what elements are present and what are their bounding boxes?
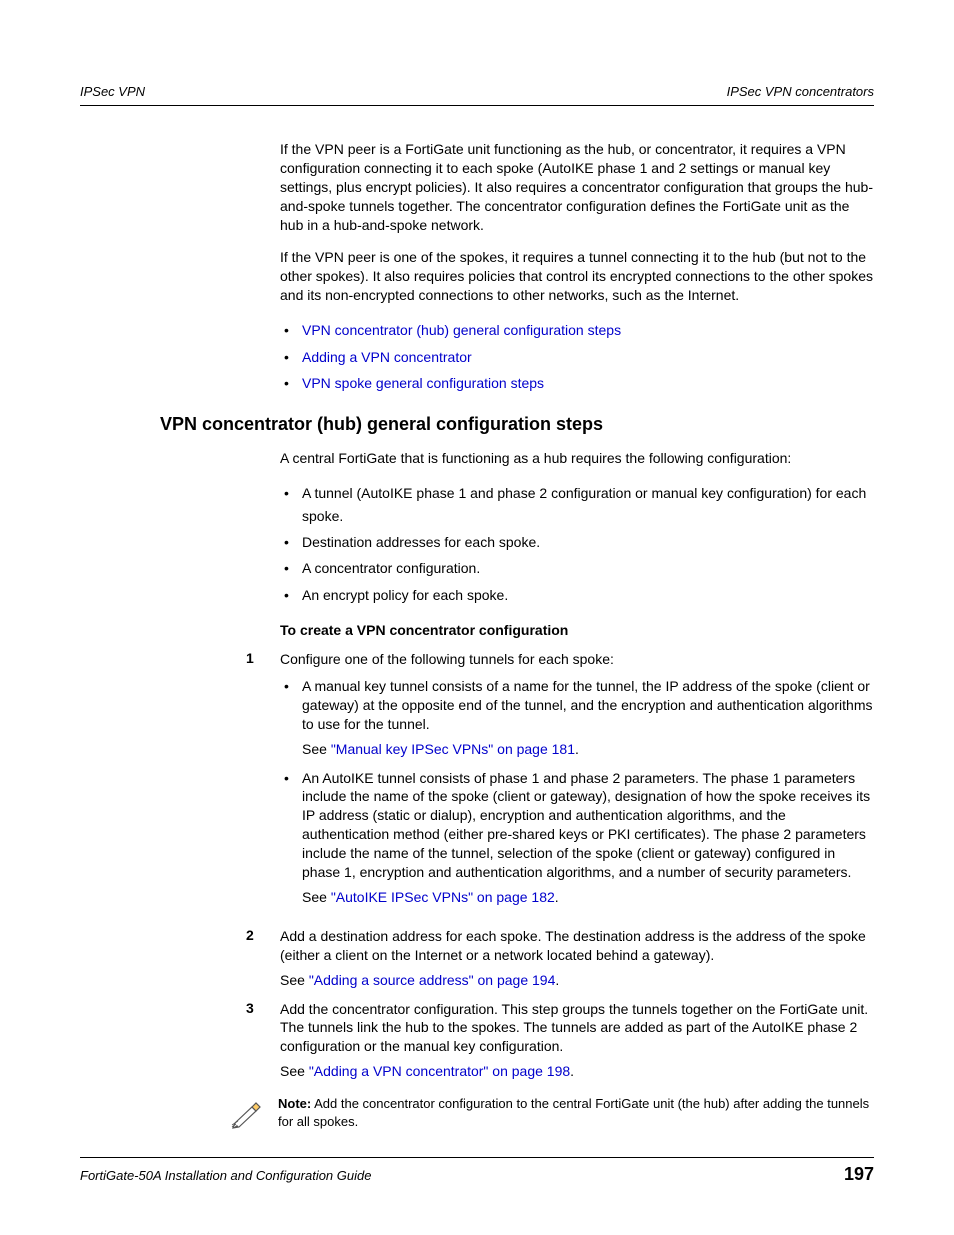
step-number: 3	[246, 1000, 280, 1082]
note-block: Note: Add the concentrator configuration…	[280, 1095, 874, 1130]
step-1-sub-2: An AutoIKE tunnel consists of phase 1 an…	[280, 769, 874, 907]
intro-para-2: If the VPN peer is one of the spokes, it…	[280, 248, 874, 305]
see-prefix: See	[302, 889, 331, 905]
procedure-list: 1 Configure one of the following tunnels…	[280, 650, 874, 1081]
link-hub-config[interactable]: VPN concentrator (hub) general configura…	[302, 322, 621, 338]
req-item: A tunnel (AutoIKE phase 1 and phase 2 co…	[280, 482, 874, 527]
see-prefix: See	[280, 1063, 309, 1079]
link-spoke-config[interactable]: VPN spoke general configuration steps	[302, 375, 544, 391]
section-lead: A central FortiGate that is functioning …	[280, 449, 874, 468]
see-prefix: See	[280, 972, 309, 988]
link-add-concentrator[interactable]: Adding a VPN concentrator	[302, 349, 472, 365]
intro-link-list: VPN concentrator (hub) general configura…	[280, 319, 874, 394]
note-label: Note:	[278, 1096, 311, 1111]
req-item: Destination addresses for each spoke.	[280, 531, 874, 553]
section-heading: VPN concentrator (hub) general configura…	[160, 414, 874, 435]
page-footer: FortiGate-50A Installation and Configura…	[80, 1157, 874, 1185]
link-manual-key[interactable]: "Manual key IPSec VPNs" on page 181	[331, 741, 575, 757]
step-3: 3 Add the concentrator configuration. Th…	[280, 1000, 874, 1082]
link-autoike[interactable]: "AutoIKE IPSec VPNs" on page 182	[331, 889, 555, 905]
req-item: A concentrator configuration.	[280, 557, 874, 579]
note-icon	[230, 1095, 264, 1129]
step-1: 1 Configure one of the following tunnels…	[280, 650, 874, 917]
page-number: 197	[844, 1164, 874, 1185]
page-header: IPSec VPN IPSec VPN concentrators	[80, 84, 874, 106]
requirements-list: A tunnel (AutoIKE phase 1 and phase 2 co…	[280, 482, 874, 606]
see-prefix: See	[302, 741, 331, 757]
step-number: 1	[246, 650, 280, 917]
header-right: IPSec VPN concentrators	[727, 84, 874, 99]
link-add-vpn-concentrator[interactable]: "Adding a VPN concentrator" on page 198	[309, 1063, 570, 1079]
step-1-text: Configure one of the following tunnels f…	[280, 651, 614, 667]
step-3-text: Add the concentrator configuration. This…	[280, 1001, 868, 1055]
req-item: An encrypt policy for each spoke.	[280, 584, 874, 606]
note-text: Add the concentrator configuration to th…	[278, 1096, 869, 1129]
step-2: 2 Add a destination address for each spo…	[280, 927, 874, 990]
header-left: IPSec VPN	[80, 84, 145, 99]
footer-title: FortiGate-50A Installation and Configura…	[80, 1168, 371, 1183]
step-number: 2	[246, 927, 280, 990]
link-source-address[interactable]: "Adding a source address" on page 194	[309, 972, 556, 988]
procedure-title: To create a VPN concentrator configurati…	[280, 622, 874, 638]
step-2-text: Add a destination address for each spoke…	[280, 928, 866, 963]
step-1-sub-1: A manual key tunnel consists of a name f…	[280, 677, 874, 759]
intro-para-1: If the VPN peer is a FortiGate unit func…	[280, 140, 874, 234]
